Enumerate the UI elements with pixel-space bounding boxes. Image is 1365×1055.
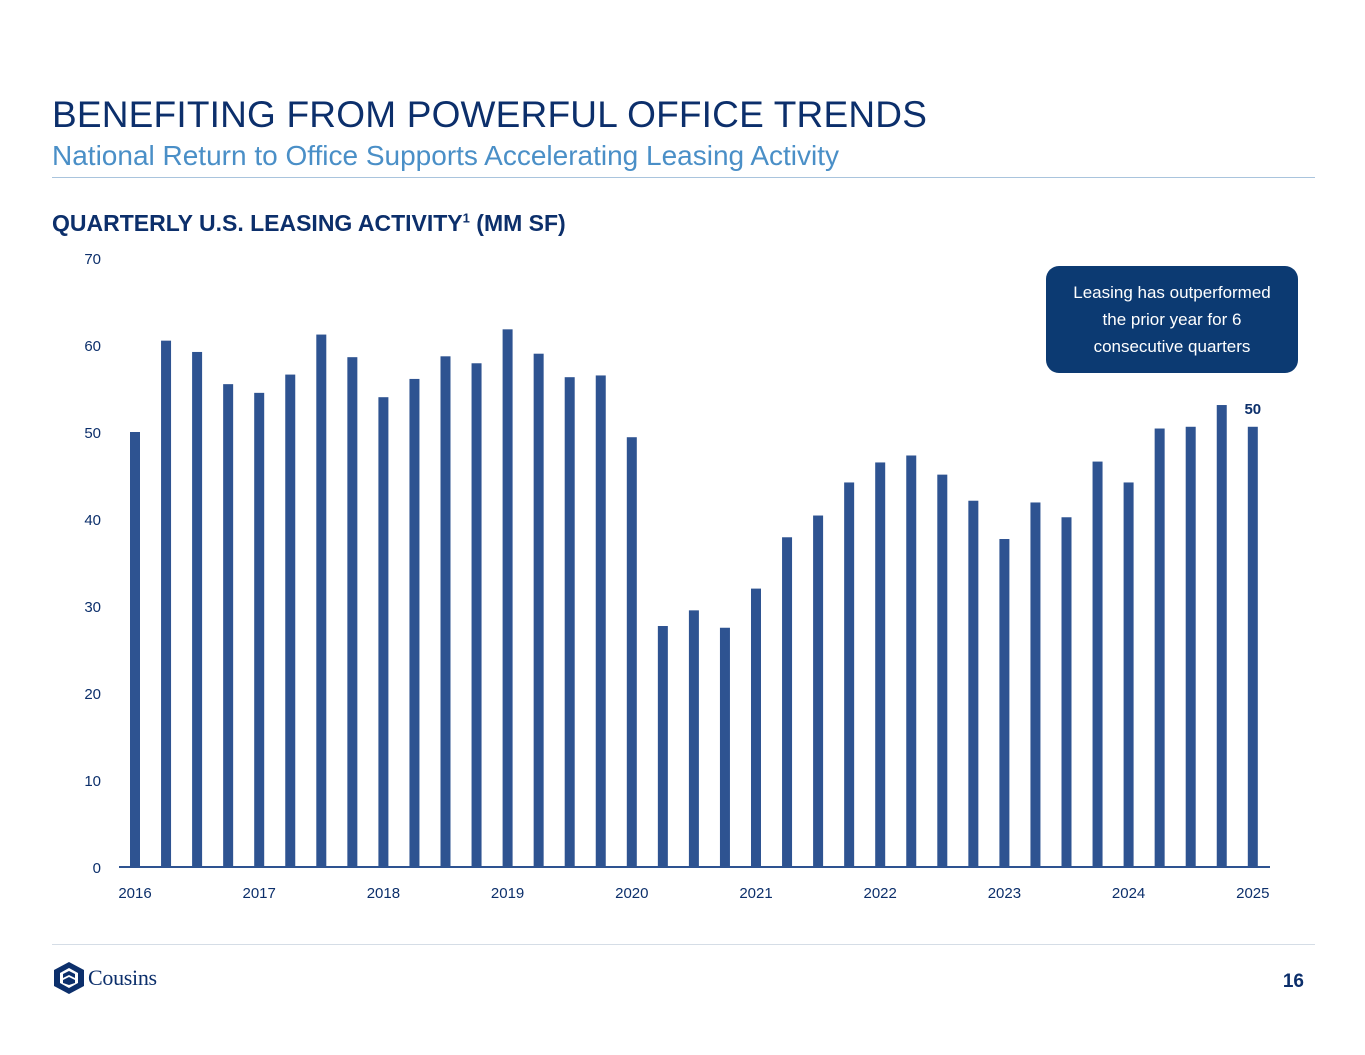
header-divider xyxy=(52,177,1315,178)
bar xyxy=(1061,517,1072,867)
bar xyxy=(1216,405,1227,867)
bar xyxy=(378,397,389,867)
x-axis: 2016 2017 2018 2019 2020 2021 2022 2023 2024 2025 xyxy=(118,885,1269,902)
page-title: BENEFITING FROM POWERFUL OFFICE TRENDS xyxy=(52,94,928,135)
bar xyxy=(906,455,917,867)
bar xyxy=(688,610,699,867)
data-labels: 50 xyxy=(1244,401,1261,418)
x-tick-label: 2021 xyxy=(739,885,772,902)
bar xyxy=(130,432,140,867)
bar xyxy=(782,537,793,867)
bar xyxy=(813,515,824,867)
x-tick-label: 2025 xyxy=(1236,885,1269,902)
y-tick-label: 30 xyxy=(84,599,101,616)
x-tick-label: 2020 xyxy=(615,885,648,902)
bar xyxy=(192,351,203,868)
bar xyxy=(285,374,296,867)
bar xyxy=(471,363,482,867)
logo-wordmark: Cousins xyxy=(88,965,157,990)
bar xyxy=(875,462,886,867)
y-tick-label: 70 xyxy=(84,251,101,268)
bar xyxy=(223,384,234,867)
bar xyxy=(533,353,544,867)
bar xyxy=(1030,502,1041,867)
bar xyxy=(719,627,730,867)
y-axis: 0 10 20 30 40 50 60 70 xyxy=(84,251,101,877)
bar xyxy=(657,626,668,867)
bar xyxy=(595,375,606,867)
cousins-logo-icon xyxy=(54,962,84,994)
page-number: 16 xyxy=(1282,971,1304,992)
chart-heading-text: QUARTERLY U.S. LEASING ACTIVITY xyxy=(52,210,463,236)
callout-text: Leasing has outperformed the prior year … xyxy=(1073,283,1271,356)
x-tick-label: 2016 xyxy=(118,885,151,902)
bar-series xyxy=(130,329,1258,868)
y-tick-label: 0 xyxy=(93,860,101,877)
bar xyxy=(1247,426,1258,867)
bar xyxy=(440,356,451,867)
bar xyxy=(161,340,172,867)
bar xyxy=(751,588,761,867)
y-tick-label: 20 xyxy=(84,686,101,703)
bar xyxy=(626,437,637,867)
data-label: 50 xyxy=(1244,401,1261,418)
x-tick-label: 2023 xyxy=(988,885,1021,902)
bar xyxy=(409,378,420,867)
x-tick-label: 2019 xyxy=(491,885,524,902)
page-subtitle: National Return to Office Supports Accel… xyxy=(52,140,840,171)
bar xyxy=(1185,426,1196,867)
bar xyxy=(1154,428,1165,867)
bar xyxy=(254,392,265,867)
y-tick-label: 50 xyxy=(84,425,101,442)
bar xyxy=(564,377,575,867)
cousins-logo: Cousins xyxy=(52,961,157,995)
x-tick-label: 2022 xyxy=(864,885,897,902)
bar xyxy=(347,357,358,867)
bar xyxy=(937,474,948,867)
bar xyxy=(316,334,327,867)
bar xyxy=(1092,461,1103,867)
chart-heading: QUARTERLY U.S. LEASING ACTIVITY1 (MM SF) xyxy=(52,210,566,237)
footnote-marker: 1 xyxy=(462,210,470,226)
x-tick-label: 2017 xyxy=(243,885,276,902)
bar xyxy=(999,539,1010,867)
bar xyxy=(968,500,979,867)
y-tick-label: 40 xyxy=(84,512,101,529)
y-tick-label: 10 xyxy=(84,773,101,790)
bar xyxy=(1123,482,1134,867)
bar xyxy=(502,329,513,868)
callout-box: Leasing has outperformed the prior year … xyxy=(1046,266,1298,373)
x-tick-label: 2024 xyxy=(1112,885,1145,902)
y-tick-label: 60 xyxy=(84,338,101,355)
bar xyxy=(844,482,855,867)
footer-divider xyxy=(52,944,1315,945)
x-tick-label: 2018 xyxy=(367,885,400,902)
chart-heading-unit: (MM SF) xyxy=(476,210,566,236)
